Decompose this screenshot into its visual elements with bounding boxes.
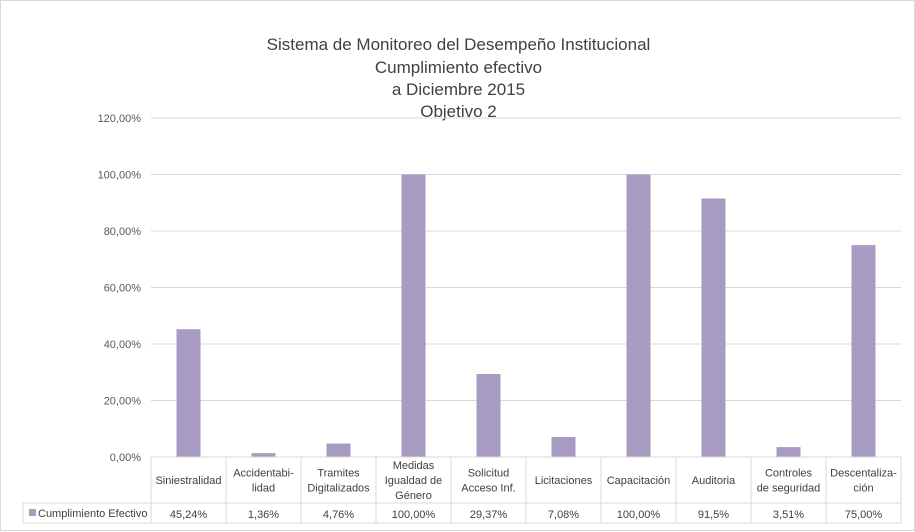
data-label: 75,00% — [845, 509, 883, 521]
category-label: Accidentabi- — [233, 468, 294, 480]
data-label: 100,00% — [392, 509, 436, 521]
category-label: Medidas — [393, 460, 435, 472]
category-label: lidad — [252, 483, 275, 495]
legend-label: Cumplimiento Efectivo — [38, 508, 147, 520]
bar — [476, 374, 501, 457]
y-tick-label: 100,00% — [98, 170, 142, 182]
y-tick-label: 20,00% — [104, 396, 142, 408]
category-label: Acceso Inf. — [461, 483, 515, 495]
chart-title-line-3: a Diciembre 2015 — [391, 80, 526, 99]
category-label: ción — [853, 483, 873, 495]
category-label: Digitalizados — [307, 483, 370, 495]
category-label: de seguridad — [757, 483, 821, 495]
data-label: 3,51% — [773, 509, 804, 521]
category-label: Licitaciones — [535, 475, 593, 487]
bar — [326, 443, 351, 457]
category-label: Tramites — [317, 468, 360, 480]
data-label: 4,76% — [323, 509, 354, 521]
bar — [551, 436, 576, 457]
legend-swatch — [29, 509, 36, 516]
category-label: Siniestralidad — [155, 475, 221, 487]
data-label: 7,08% — [548, 509, 579, 521]
y-tick-label: 0,00% — [110, 452, 141, 464]
y-tick-label: 60,00% — [104, 283, 142, 295]
bar — [626, 174, 651, 457]
bar — [251, 453, 276, 457]
y-tick-label: 40,00% — [104, 339, 142, 351]
category-label: Capacitación — [607, 475, 671, 487]
data-label: 1,36% — [248, 509, 279, 521]
category-label: Género — [395, 490, 432, 502]
data-label: 91,5% — [698, 509, 729, 521]
category-label: Descentaliza- — [830, 468, 897, 480]
bar — [851, 245, 876, 457]
bar — [701, 198, 726, 457]
chart-title-line-2: Cumplimiento efectivo — [374, 58, 543, 77]
data-label: 45,24% — [170, 509, 208, 521]
chart-title-line-1: Sistema de Monitoreo del Desempeño Insti… — [266, 35, 651, 54]
category-label: Igualdad de — [385, 475, 443, 487]
chart-title-line-4: Objetivo 2 — [420, 102, 497, 121]
bar — [176, 329, 201, 457]
category-label: Solicitud — [468, 468, 510, 480]
category-label: Auditoria — [692, 475, 736, 487]
data-label: 29,37% — [470, 509, 508, 521]
category-label: Controles — [765, 468, 813, 480]
y-tick-label: 80,00% — [104, 226, 142, 238]
bar — [776, 447, 801, 457]
y-tick-label: 120,00% — [98, 113, 142, 125]
data-label: 100,00% — [617, 509, 661, 521]
bar — [401, 174, 426, 457]
